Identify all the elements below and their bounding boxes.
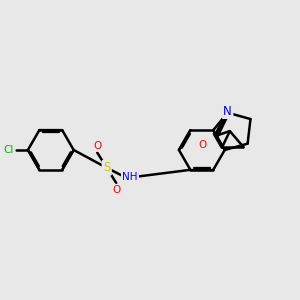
Text: NH: NH — [122, 172, 138, 182]
Text: Cl: Cl — [4, 145, 14, 155]
Text: S: S — [103, 161, 110, 174]
Text: N: N — [223, 105, 232, 118]
Text: O: O — [93, 140, 101, 151]
Text: O: O — [112, 185, 120, 195]
Text: O: O — [199, 140, 207, 150]
